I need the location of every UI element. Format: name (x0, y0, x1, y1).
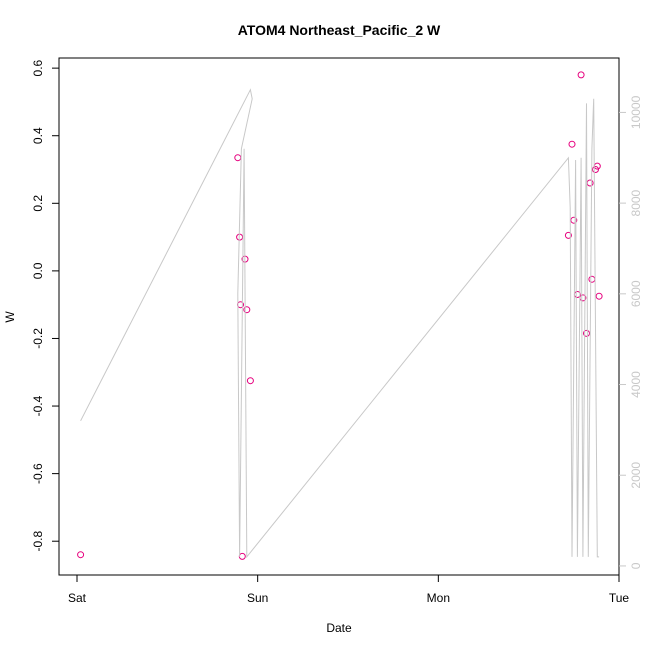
x-tick-label: Mon (427, 591, 450, 605)
axis-layer: Sat Sun Mon Tue -0.8 -0.6 -0.4 -0.2 0.0 0.2 0.4 0.6… (31, 59, 643, 605)
y-right-tick-label: 8000 (629, 189, 643, 216)
scatter-point (570, 216, 578, 224)
y-left-tick-label: -0.2 (31, 328, 45, 349)
plot-frame (58, 57, 620, 576)
y-right-tick-label: 0 (629, 562, 643, 569)
y-left-tick-label: 0.4 (31, 127, 45, 144)
y-left-tick-label: -0.6 (31, 463, 45, 484)
y-right-tick-label: 2000 (629, 462, 643, 489)
chart-title: ATOM4 Northeast_Pacific_2 W (238, 22, 441, 38)
y-left-tick-label: 0.6 (31, 59, 45, 76)
x-tick-label: Tue (609, 591, 630, 605)
scatter-point (586, 179, 594, 187)
scatter-point (238, 552, 246, 560)
scatter-point (246, 377, 254, 385)
scatter-point (77, 551, 85, 559)
scatter-point (588, 275, 596, 283)
y-right-tick-label: 10000 (629, 95, 643, 129)
x-axis-label: Date (326, 621, 352, 635)
x-tick-label: Sat (68, 591, 87, 605)
scatter-point (595, 292, 603, 300)
scatter-point (577, 71, 585, 79)
x-tick-label: Sun (247, 591, 268, 605)
y-right-tick-label: 6000 (629, 280, 643, 307)
scatter-point (243, 306, 251, 314)
y-left-tick-label: 0.2 (31, 195, 45, 212)
scatter-point (583, 329, 590, 337)
scatter-point (234, 154, 242, 162)
series-layer (77, 71, 603, 560)
line-series (80, 88, 600, 559)
y-left-tick-label: -0.8 (31, 531, 45, 552)
scatter-point (564, 231, 572, 239)
scatter-point (592, 166, 599, 173)
y-left-tick-label: -0.4 (31, 395, 45, 416)
scatter-point (568, 140, 576, 148)
y-right-tick-label: 4000 (629, 371, 643, 398)
y-left-tick-label: 0.0 (31, 262, 45, 279)
y-axis-label: W (3, 311, 17, 323)
